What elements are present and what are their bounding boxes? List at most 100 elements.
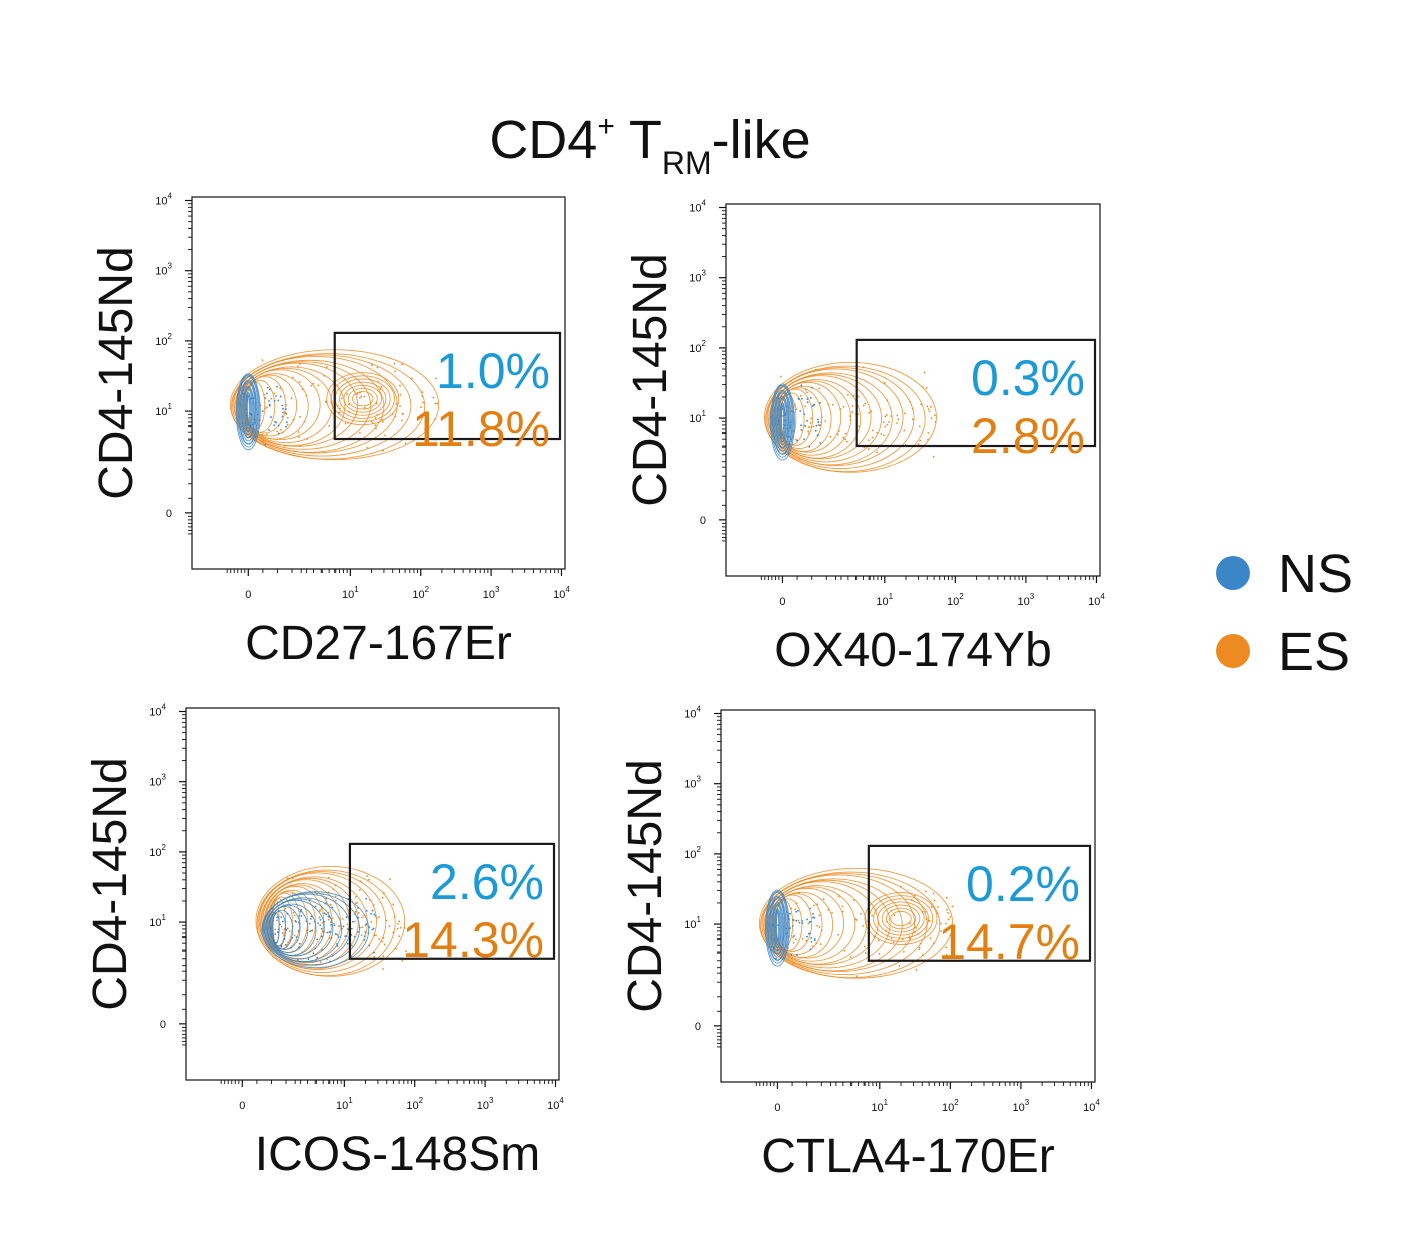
event-dot	[328, 424, 331, 427]
event-dot	[350, 927, 353, 930]
event-dot	[380, 385, 383, 388]
event-dot	[399, 405, 401, 408]
event-dot	[250, 413, 252, 416]
event-dot	[838, 430, 840, 432]
x-tick-label: 104	[1083, 1098, 1100, 1114]
event-dot	[286, 423, 289, 426]
event-dot	[338, 407, 341, 410]
event-dot	[297, 431, 300, 433]
event-dot	[804, 405, 807, 408]
event-dot	[790, 907, 793, 910]
event-dot	[277, 432, 280, 435]
event-dot	[883, 381, 886, 384]
y-tick-label: 0	[700, 515, 706, 527]
contour-line	[343, 384, 383, 413]
event-dot	[886, 423, 889, 426]
event-dot	[401, 363, 404, 366]
event-dot	[327, 876, 330, 879]
event-dot	[281, 431, 284, 434]
contour-line	[771, 384, 794, 458]
event-dot	[812, 912, 814, 915]
event-dot	[951, 905, 954, 908]
event-dot	[298, 946, 300, 949]
event-dot	[927, 438, 929, 441]
panel-3: 0 0 101 101 102 102 103 103 104 104 2.6%14.3% ICOS-…	[84, 703, 564, 1181]
event-dot	[792, 919, 795, 921]
gate-box	[867, 844, 1092, 962]
y-tick-label: 104	[684, 705, 701, 721]
contour-line	[775, 392, 790, 449]
event-dot	[342, 925, 345, 928]
event-dot	[331, 917, 334, 920]
event-dot	[290, 946, 292, 949]
event-dot	[338, 925, 340, 927]
event-dot	[394, 415, 397, 418]
contour-line	[235, 361, 372, 450]
event-dot	[282, 411, 284, 414]
contour-line	[873, 898, 929, 939]
contour-line	[258, 872, 377, 971]
x-tick-label: 0	[239, 1100, 245, 1112]
event-dot	[334, 895, 337, 898]
event-dot	[817, 418, 819, 421]
contour-line	[760, 871, 941, 979]
event-dot	[918, 946, 921, 949]
event-dot	[264, 397, 267, 399]
event-dot	[296, 939, 299, 942]
event-dot	[798, 398, 800, 401]
event-dot	[844, 432, 847, 435]
event-dot	[265, 392, 268, 395]
gate-box	[333, 331, 562, 441]
event-dot	[435, 377, 437, 380]
event-dot	[792, 941, 795, 944]
event-dot	[785, 927, 788, 930]
event-dot	[811, 405, 814, 407]
event-dot	[329, 937, 331, 940]
event-dot	[930, 417, 933, 420]
y-tick-label: 104	[155, 192, 172, 208]
event-dot	[326, 958, 328, 961]
event-dot	[373, 956, 376, 958]
event-dot	[882, 421, 885, 424]
event-dot	[320, 927, 323, 930]
event-dot	[893, 914, 896, 917]
contour-line	[330, 375, 395, 423]
y-tick-label: 0	[695, 1021, 701, 1033]
panel-1: 0 0 101 101 102 102 103 103 104 104 1.0%11.8% CD27-…	[90, 192, 570, 670]
event-dot	[306, 929, 308, 932]
event-dot	[393, 362, 396, 365]
event-dot	[801, 920, 803, 922]
event-dot	[357, 911, 360, 914]
event-dot	[298, 942, 301, 945]
event-dot	[436, 402, 439, 405]
event-dot	[265, 406, 268, 409]
event-dot	[301, 388, 304, 391]
event-dot	[910, 898, 913, 901]
event-dot	[434, 402, 437, 405]
gate-percent-es: 14.3%	[402, 912, 544, 968]
contour-line	[232, 354, 412, 457]
event-dot	[373, 934, 376, 937]
event-dot	[381, 940, 384, 943]
y-tick-label: 102	[149, 843, 166, 859]
event-dot	[299, 363, 301, 365]
event-dot	[354, 895, 357, 898]
event-dot	[275, 395, 277, 397]
event-dot	[363, 406, 366, 409]
event-dot	[354, 920, 356, 923]
event-dot	[852, 394, 855, 397]
plot-frame	[725, 203, 1101, 577]
event-dot	[812, 425, 815, 428]
y-axis-label: CD4-145Nd	[90, 246, 143, 499]
x-axis-label: ICOS-148Sm	[255, 1128, 540, 1181]
event-dot	[283, 934, 285, 936]
event-dot	[298, 381, 301, 383]
event-dot	[377, 380, 379, 383]
event-dot	[279, 395, 282, 398]
contour-line	[764, 361, 937, 473]
event-dot	[919, 439, 922, 442]
event-dot	[809, 907, 812, 910]
event-dot	[295, 936, 298, 938]
event-dot	[813, 939, 816, 942]
event-dot	[382, 937, 385, 939]
